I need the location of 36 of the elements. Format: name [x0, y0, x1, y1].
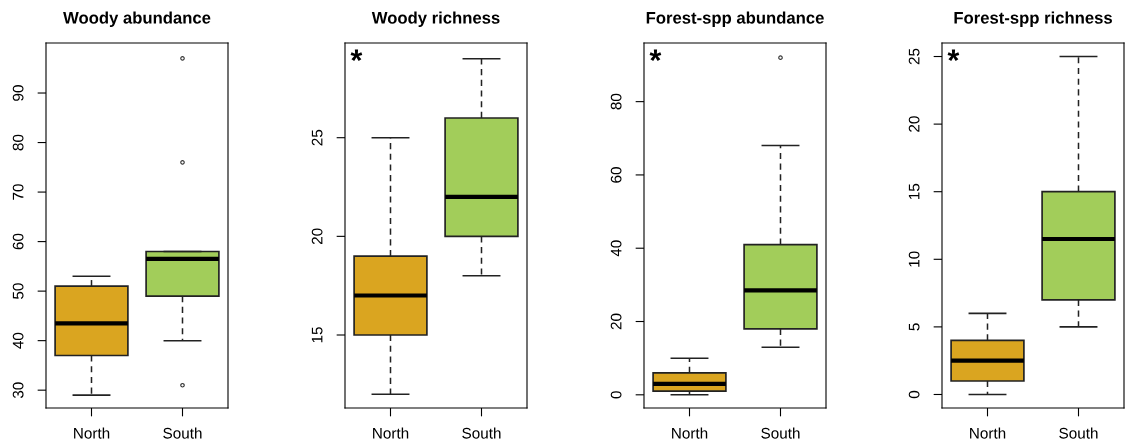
y-tick-label: 60 [12, 233, 24, 250]
chart-title: Woody richness [371, 11, 500, 28]
annotation: * [649, 49, 662, 61]
y-tick-label: 80 [12, 134, 24, 151]
y-tick-label: 80 [610, 93, 622, 110]
x-tick-label: South [163, 427, 202, 439]
y-tick-label: 0 [610, 391, 622, 399]
y-tick-label: 20 [610, 313, 622, 330]
y-tick-label: 0 [908, 390, 920, 399]
annotation: * [947, 49, 960, 61]
y-tick-label: 15 [311, 327, 323, 343]
y-tick-label: 30 [12, 382, 24, 399]
y-tick-label: 70 [12, 184, 24, 200]
chart-title: Forest-spp richness [954, 11, 1112, 28]
y-tick-label: 5 [908, 323, 920, 331]
y-tick-label: 20 [311, 228, 323, 245]
x-tick-label: South [1059, 427, 1098, 439]
y-tick-label: 50 [12, 283, 24, 300]
x-tick-label: North [970, 427, 1006, 439]
y-tick-label: 40 [12, 332, 24, 349]
annotation: * [350, 49, 363, 61]
x-tick-label: South [462, 427, 501, 439]
x-tick-label: South [761, 427, 800, 439]
chart-title: Forest-spp abundance [646, 11, 824, 28]
y-tick-label: 90 [12, 85, 24, 101]
y-tick-label: 40 [610, 240, 622, 257]
x-tick-label: North [74, 427, 110, 439]
y-tick-label: 60 [610, 167, 622, 183]
y-tick-label: 25 [311, 129, 323, 146]
y-tick-label: 15 [908, 183, 920, 200]
y-tick-label: 20 [908, 116, 920, 132]
chart-title: Woody abundance [63, 11, 211, 28]
x-tick-label: North [672, 427, 708, 439]
y-tick-label: 25 [908, 48, 920, 65]
y-tick-label: 10 [908, 251, 920, 267]
x-tick-label: North [373, 427, 409, 439]
